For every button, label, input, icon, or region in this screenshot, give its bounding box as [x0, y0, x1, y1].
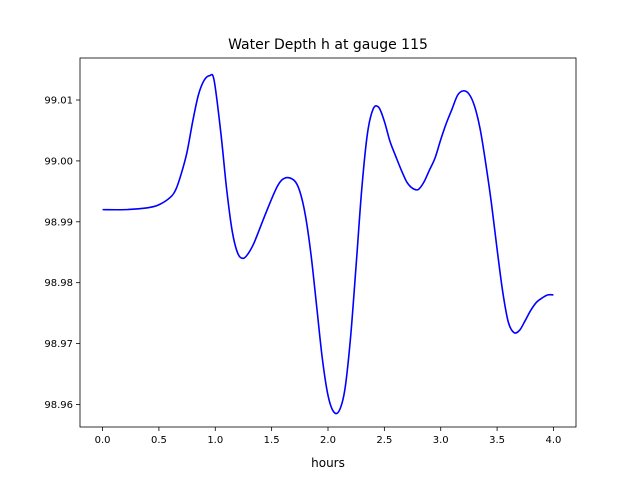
y-tick-label: 98.97: [44, 339, 73, 350]
x-tick-label: 1.5: [264, 435, 280, 446]
chart-title: Water Depth h at gauge 115: [228, 37, 428, 53]
series-line: [102, 73, 554, 415]
x-tick-label: 3.0: [433, 435, 449, 446]
y-tick-label: 98.99: [44, 217, 73, 228]
y-tick-label: 98.96: [44, 400, 73, 411]
x-axis-label: hours: [311, 456, 345, 470]
x-tick-label: 1.0: [207, 435, 223, 446]
y-tick-label: 99.00: [44, 156, 73, 167]
y-tick-label: 99.01: [44, 96, 73, 107]
plot-frame: [79, 57, 577, 428]
plot-lines: [102, 73, 554, 415]
x-tick-label: 0.5: [151, 435, 167, 446]
x-tick-label: 3.5: [489, 435, 505, 446]
x-tick-label: 2.5: [376, 435, 392, 446]
x-axis-ticks: 0.0 0.5 1.0 1.5 2.0 2.5 3.0 3.5 4.0: [95, 427, 562, 446]
x-tick-label: 2.0: [320, 435, 336, 446]
y-axis-ticks: 98.96 98.97 98.98 98.99 99.00 99.01: [44, 96, 80, 411]
x-tick-label: 4.0: [546, 435, 562, 446]
y-tick-label: 98.98: [44, 278, 73, 289]
x-tick-label: 0.0: [95, 435, 111, 446]
